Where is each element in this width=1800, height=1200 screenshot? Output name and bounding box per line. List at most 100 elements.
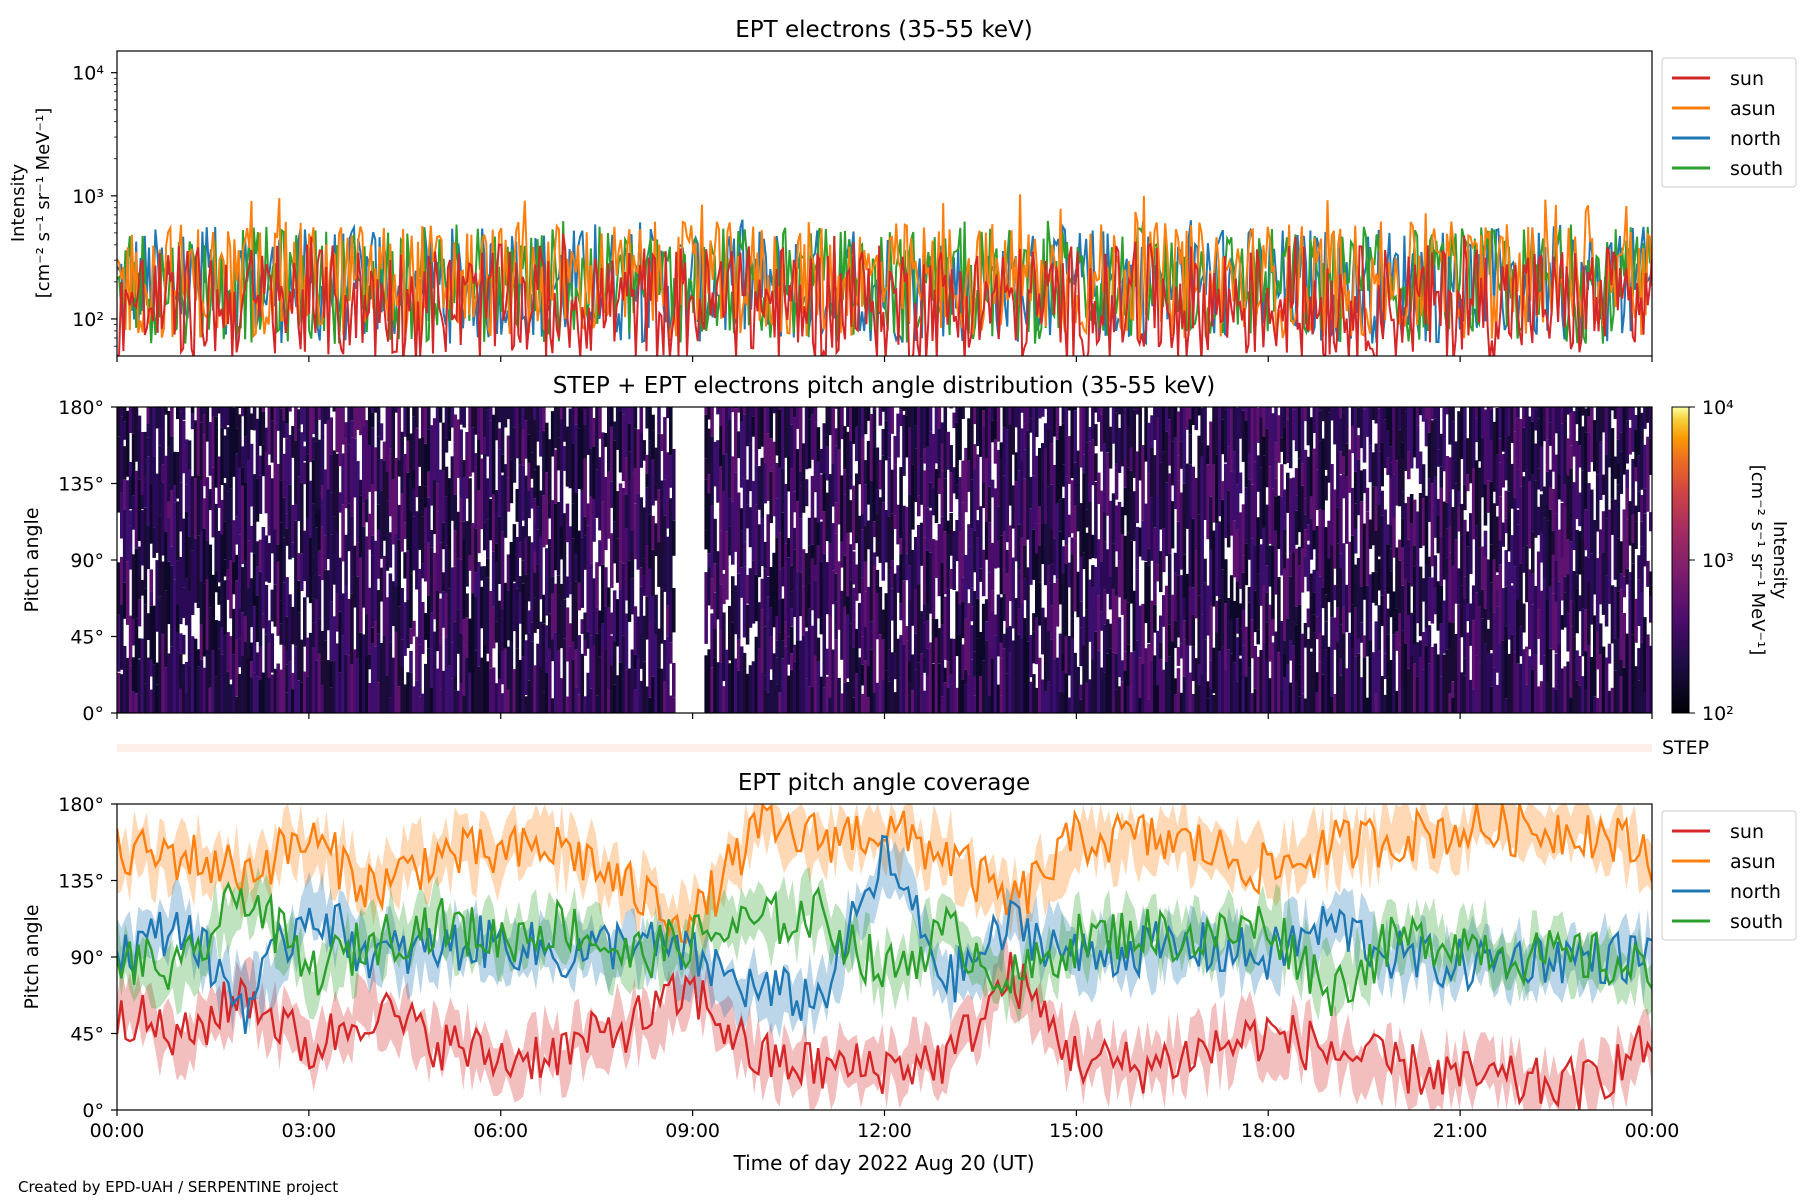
- heatmap-cell: [444, 496, 449, 546]
- heatmap-cell: [666, 605, 670, 637]
- heatmap-cell: [1005, 573, 1010, 628]
- heatmap-cell: [181, 634, 186, 655]
- heatmap-cell: [914, 407, 918, 426]
- heatmap-cell: [1286, 664, 1290, 713]
- heatmap-cell: [559, 583, 564, 649]
- heatmap-cell: [376, 633, 381, 683]
- heatmap-cell: [1362, 409, 1367, 463]
- heatmap-cell: [763, 541, 768, 569]
- heatmap-cell: [931, 488, 936, 516]
- heatmap-cell: [669, 455, 673, 488]
- heatmap-cell: [1114, 689, 1119, 713]
- heatmap-cell: [252, 606, 257, 673]
- heatmap-cell: [813, 517, 818, 566]
- heatmap-cell: [1032, 475, 1036, 530]
- heatmap-cell: [1486, 480, 1491, 513]
- heatmap-cell: [813, 565, 818, 581]
- heatmap-cell: [385, 676, 390, 713]
- heatmap-cell: [1294, 624, 1299, 681]
- heatmap-cell: [908, 600, 912, 662]
- heatmap-cell: [1064, 407, 1069, 477]
- heatmap-cell: [1091, 439, 1095, 486]
- heatmap-cell: [1126, 685, 1131, 713]
- heatmap-cell: [120, 604, 124, 670]
- heatmap-cell: [474, 467, 478, 529]
- heatmap-cell: [1409, 655, 1414, 713]
- heatmap-cell: [394, 407, 399, 413]
- series-sun-line: [117, 952, 1652, 1110]
- heatmap-cell: [1226, 649, 1231, 713]
- heatmap-cell: [1531, 604, 1535, 670]
- heatmap-cell: [961, 601, 965, 639]
- heatmap-cell: [866, 520, 871, 550]
- heatmap-cell: [317, 509, 322, 551]
- heatmap-cell: [326, 420, 331, 490]
- heatmap-cell: [1593, 420, 1597, 472]
- heatmap-cell: [249, 661, 254, 678]
- heatmap-cell: [1566, 407, 1570, 415]
- heatmap-cell: [787, 675, 791, 713]
- heatmap-cell: [775, 537, 779, 616]
- heatmap-cell: [825, 562, 830, 615]
- heatmap-cell: [1336, 641, 1340, 713]
- heatmap-cell: [1212, 647, 1216, 694]
- heatmap-cell: [120, 674, 124, 713]
- heatmap-cell: [595, 562, 599, 608]
- heatmap-cell: [1268, 545, 1272, 587]
- heatmap-cell: [1480, 407, 1485, 438]
- heatmap-cell: [881, 429, 886, 456]
- heatmap-cell: [825, 648, 830, 675]
- heatmap-cell: [179, 411, 183, 483]
- heatmap-cell: [1359, 407, 1364, 449]
- heatmap-cell: [911, 464, 915, 530]
- heatmap-cell: [359, 407, 363, 436]
- heatmap-cell: [751, 560, 756, 624]
- heatmap-cell: [633, 503, 638, 560]
- heatmap-cell: [583, 640, 587, 656]
- heatmap-cell: [1224, 463, 1228, 538]
- heatmap-cell: [1560, 668, 1565, 713]
- heatmap-cell: [527, 610, 531, 633]
- heatmap-cell: [657, 542, 661, 587]
- heatmap-cell: [1471, 407, 1476, 469]
- heatmap-cell: [190, 550, 195, 615]
- heatmap-cell: [1516, 690, 1520, 713]
- y-tick-label: 45°: [70, 1024, 104, 1046]
- heatmap-cell: [1471, 468, 1476, 540]
- heatmap-cell: [887, 516, 892, 570]
- heatmap-cell: [949, 472, 953, 512]
- heatmap-cell: [964, 447, 968, 513]
- heatmap-cell: [1253, 442, 1258, 462]
- heatmap-cell: [359, 632, 363, 713]
- heatmap-cell: [1126, 532, 1131, 603]
- heatmap-cell: [996, 506, 1001, 541]
- heatmap-cell: [946, 687, 951, 713]
- heatmap-cell: [1542, 517, 1547, 578]
- heatmap-cell: [869, 649, 874, 713]
- heatmap-cell: [1312, 569, 1317, 593]
- heatmap-cell: [249, 413, 254, 430]
- heatmap-cell: [586, 525, 590, 564]
- heatmap-cell: [1091, 659, 1095, 713]
- heatmap-cell: [1542, 486, 1547, 518]
- heatmap-cell: [1557, 474, 1562, 500]
- heatmap-cell: [1203, 451, 1207, 520]
- heatmap-cell: [1646, 407, 1650, 423]
- heatmap-cell: [530, 542, 534, 623]
- heatmap-cell: [651, 677, 655, 713]
- heatmap-cell: [1463, 484, 1467, 511]
- heatmap-cell: [409, 573, 413, 629]
- heatmap-cell: [627, 479, 632, 561]
- heatmap-cell: [707, 474, 711, 494]
- heatmap-cell: [1578, 656, 1582, 686]
- heatmap-cell: [1073, 652, 1077, 713]
- heatmap-cell: [1224, 669, 1228, 713]
- heatmap-cell: [1625, 487, 1629, 520]
- heatmap-cell: [754, 574, 759, 622]
- heatmap-cell: [952, 531, 956, 590]
- heatmap-cell: [627, 560, 632, 622]
- heatmap-cell: [639, 634, 644, 669]
- heatmap-cell: [917, 662, 921, 713]
- heatmap-cell: [223, 435, 227, 478]
- heatmap-cell: [657, 489, 661, 543]
